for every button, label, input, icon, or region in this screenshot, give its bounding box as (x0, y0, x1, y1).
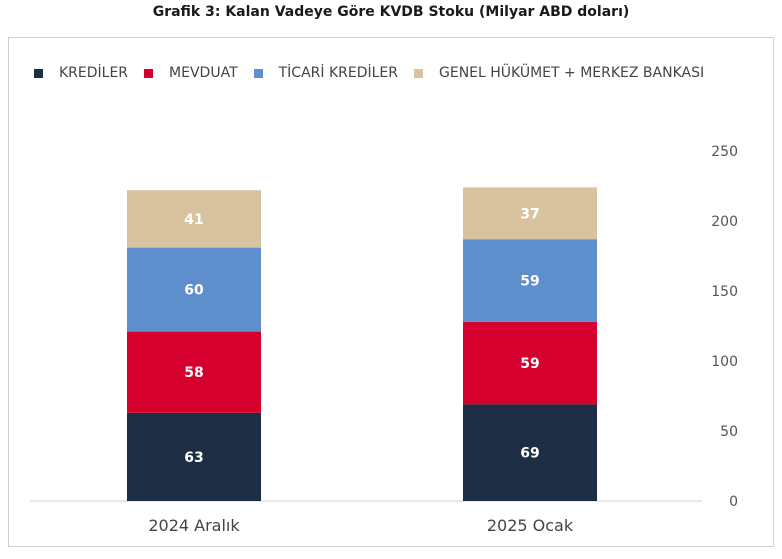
legend-swatch (253, 68, 263, 78)
bar-segment (127, 412, 261, 501)
y-tick-label: 0 (729, 494, 738, 510)
legend-item-mevduat: MEVDUAT (144, 65, 238, 81)
legend-item-genel-hukumet: GENEL HÜKÜMET + MERKEZ BANKASI (414, 65, 704, 81)
x-tick-label: 2025 Ocak (487, 516, 574, 535)
legend-item-ticari-krediler: TİCARİ KREDİLER (253, 65, 399, 81)
y-tick-label: 200 (711, 214, 738, 230)
y-tick-label: 100 (711, 354, 738, 370)
chart-frame (8, 37, 774, 547)
data-label: 59 (520, 356, 539, 372)
bar-segment (463, 187, 597, 240)
legend-swatch (34, 68, 43, 78)
bar-segment (127, 331, 261, 413)
bar-segment (463, 321, 597, 405)
data-label: 41 (184, 212, 203, 228)
bar-segment (463, 239, 597, 322)
x-tick-label: 2024 Aralık (148, 516, 240, 535)
legend-swatch (414, 68, 424, 78)
legend-label: GENEL HÜKÜMET + MERKEZ BANKASI (439, 65, 705, 81)
data-label: 58 (184, 365, 203, 381)
data-label: 63 (184, 450, 203, 466)
bar-segment (127, 247, 261, 332)
data-label: 60 (184, 283, 204, 299)
y-tick-label: 50 (720, 424, 738, 440)
legend-label: MEVDUAT (169, 65, 238, 81)
data-label: 69 (520, 446, 539, 462)
bar-segment (127, 190, 261, 248)
data-label: 59 (520, 274, 539, 290)
chart-legend: KREDİLER MEVDUAT TİCARİ KREDİLER GENEL H… (34, 62, 704, 84)
legend-swatch (144, 68, 154, 78)
legend-item-krediler: KREDİLER (34, 65, 128, 81)
bar-segment (463, 404, 597, 501)
y-tick-label: 250 (711, 144, 738, 160)
legend-label: KREDİLER (59, 65, 129, 81)
chart-title: Grafik 3: Kalan Vadeye Göre KVDB Stoku (… (152, 4, 630, 20)
y-tick-label: 150 (711, 284, 738, 300)
legend-label: TİCARİ KREDİLER (278, 65, 399, 81)
data-label: 37 (520, 206, 539, 222)
